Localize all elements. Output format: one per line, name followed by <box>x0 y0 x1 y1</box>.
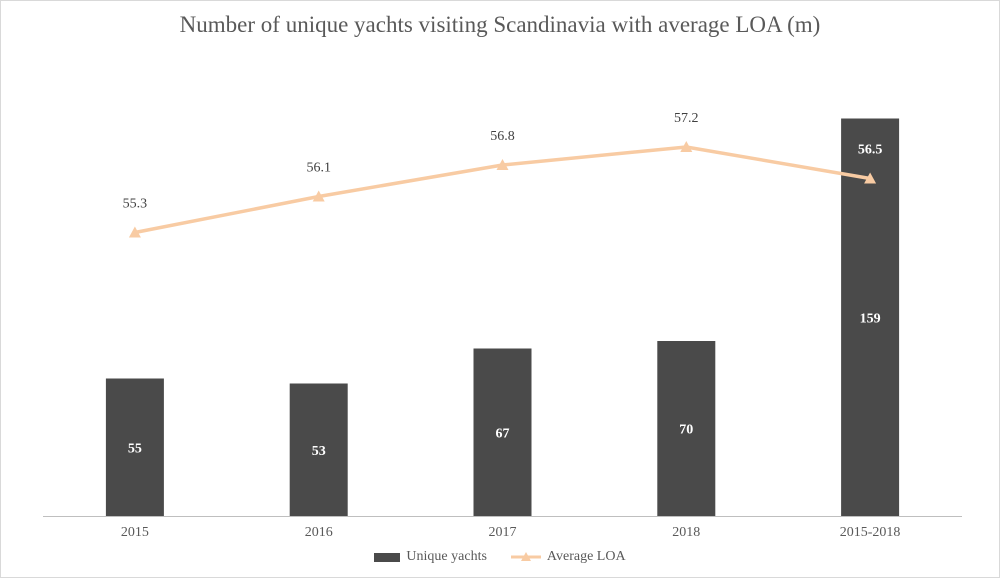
line-marker-average-loa <box>680 141 693 152</box>
bar-unique-yachts <box>105 378 164 516</box>
bar-data-label: 53 <box>312 444 326 459</box>
bar-unique-yachts <box>657 341 716 516</box>
line-data-label: 56.1 <box>306 161 331 176</box>
bar-unique-yachts <box>841 118 900 516</box>
bar-data-label: 55 <box>128 441 142 456</box>
legend-label-average-loa: Average LOA <box>546 549 626 564</box>
chart-title: Number of unique yachts visiting Scandin… <box>179 12 821 37</box>
x-tick-label: 2017 <box>489 525 517 540</box>
x-tick-label: 2018 <box>672 525 700 540</box>
legend-label-unique-yachts: Unique yachts <box>406 549 487 564</box>
line-data-label: 57.2 <box>674 111 699 126</box>
line-data-label: 56.8 <box>490 129 515 144</box>
line-marker-average-loa <box>496 159 509 170</box>
bar-unique-yachts <box>289 383 348 516</box>
line-marker-average-loa <box>128 226 141 238</box>
bar-data-label: 159 <box>860 311 881 326</box>
bar-unique-yachts <box>473 348 532 516</box>
bar-data-label: 70 <box>679 423 693 438</box>
line-marker-average-loa <box>864 172 877 184</box>
x-tick-label: 2015-2018 <box>840 525 901 540</box>
legend-item-average-loa: Average LOA <box>510 549 626 565</box>
x-tick-label: 2016 <box>305 525 333 540</box>
line-data-label: 55.3 <box>123 197 148 212</box>
bar-data-label: 67 <box>496 426 510 441</box>
line-data-label: 56.5 <box>858 143 883 158</box>
legend-item-unique-yachts: Unique yachts <box>374 549 487 565</box>
line-marker-average-loa <box>312 190 325 202</box>
legend-swatch-line <box>510 552 541 561</box>
chart-legend: Unique yachts Average LOA <box>0 549 1000 565</box>
legend-swatch-bars <box>374 552 401 562</box>
x-tick-label: 2015 <box>121 525 149 540</box>
